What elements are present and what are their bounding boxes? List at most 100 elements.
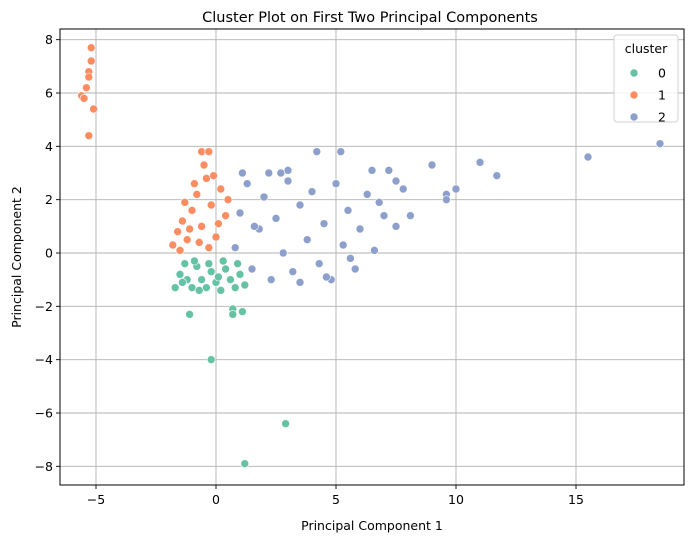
data-point — [314, 259, 324, 268]
data-point — [168, 240, 178, 250]
data-point — [197, 147, 206, 156]
data-point — [190, 179, 199, 188]
data-point — [86, 56, 96, 66]
data-point — [302, 235, 312, 244]
data-point — [281, 419, 290, 428]
data-point — [379, 211, 389, 220]
data-point — [264, 168, 274, 178]
data-point — [367, 166, 377, 175]
data-point — [86, 43, 96, 52]
data-point — [322, 272, 331, 282]
data-point — [170, 283, 180, 292]
data-point — [84, 131, 94, 140]
data-point — [233, 259, 242, 268]
data-point — [259, 192, 269, 202]
data-point — [338, 240, 348, 250]
data-point — [355, 224, 365, 234]
data-point — [370, 246, 379, 255]
data-point — [391, 222, 401, 231]
legend-marker — [629, 112, 639, 122]
chart-title: Cluster Plot on First Two Principal Comp… — [202, 10, 538, 26]
data-point — [278, 248, 288, 258]
data-point — [175, 270, 185, 279]
data-point — [221, 211, 230, 220]
data-point — [235, 270, 245, 279]
data-point — [307, 187, 317, 196]
y-tick-label: −6 — [35, 406, 53, 421]
data-point — [175, 246, 185, 255]
data-point — [194, 238, 204, 247]
data-point — [406, 211, 415, 220]
data-point — [384, 166, 394, 175]
data-point — [319, 219, 329, 228]
data-point — [178, 278, 187, 287]
data-point — [398, 184, 408, 194]
data-point — [89, 104, 98, 114]
data-point — [295, 200, 305, 210]
y-tick-label: −8 — [35, 459, 53, 474]
data-point — [216, 184, 226, 194]
data-point — [240, 459, 250, 468]
y-tick-label: 6 — [45, 86, 53, 101]
data-point — [82, 83, 91, 92]
data-point — [214, 272, 223, 282]
data-point — [204, 147, 214, 156]
legend: cluster 0 1 2 — [613, 34, 679, 125]
data-point — [185, 310, 194, 319]
data-point — [336, 147, 346, 156]
y-tick-label: −4 — [35, 352, 53, 367]
data-point — [240, 280, 250, 290]
data-point — [221, 264, 230, 274]
data-point — [206, 355, 216, 364]
data-point — [218, 256, 228, 266]
legend-label: 1 — [658, 88, 666, 103]
data-point — [226, 275, 235, 284]
legend-title: cluster — [625, 41, 668, 56]
data-point — [283, 176, 293, 186]
y-tick-label: 0 — [45, 246, 53, 261]
data-point — [238, 307, 247, 316]
legend-marker — [629, 90, 639, 100]
series-2 — [230, 139, 665, 287]
data-point — [583, 152, 593, 162]
grid-lines — [60, 29, 684, 485]
data-point — [197, 222, 206, 231]
data-point — [391, 176, 401, 186]
data-point — [362, 190, 372, 199]
y-tick-label: 8 — [45, 32, 53, 47]
data-point — [242, 179, 252, 188]
data-point — [84, 72, 94, 82]
data-point — [214, 219, 223, 228]
data-points — [77, 43, 665, 468]
data-point — [173, 227, 182, 236]
data-point — [180, 198, 190, 207]
y-tick-label: 4 — [45, 139, 53, 154]
data-point — [206, 200, 216, 210]
data-point — [266, 275, 276, 284]
x-tick-label: 0 — [212, 492, 220, 507]
axis-ticks: −5 0 5 10 15 −8 −6 −4 −2 0 2 4 6 8 — [35, 32, 584, 507]
data-point — [187, 206, 197, 215]
data-point — [230, 283, 240, 292]
data-point — [204, 259, 214, 268]
data-point — [475, 158, 485, 167]
data-point — [427, 160, 437, 170]
data-point — [187, 283, 197, 292]
data-point — [228, 310, 238, 319]
series-1 — [77, 43, 233, 255]
data-point — [247, 264, 257, 274]
data-point — [180, 259, 190, 268]
data-point — [235, 208, 245, 218]
data-point — [192, 190, 202, 199]
x-tick-label: −5 — [87, 492, 105, 507]
series-0 — [170, 256, 290, 468]
data-point — [442, 195, 451, 204]
legend-box — [613, 34, 679, 123]
y-axis-label: Principal Component 2 — [9, 186, 24, 328]
data-point — [276, 168, 286, 178]
data-point — [199, 160, 209, 170]
data-point — [202, 174, 211, 183]
